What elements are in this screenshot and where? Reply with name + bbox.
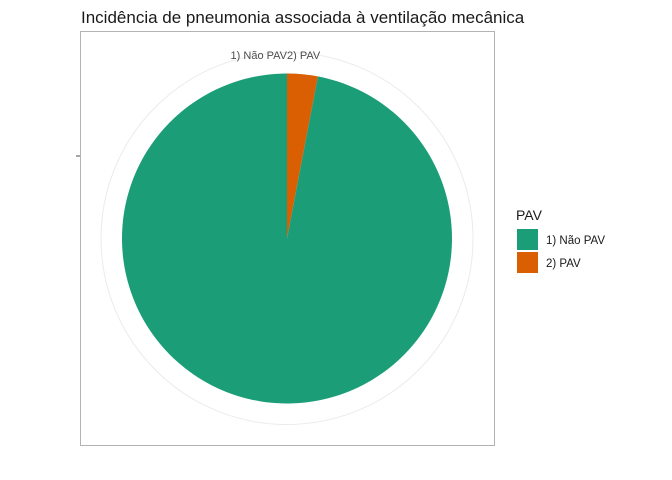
tick-label-nao-pav: 1) Não PAV [231,50,288,62]
pie-slice-pav [287,73,318,239]
pie-slices [121,73,452,404]
legend-label-pav: 2) PAV [546,258,581,270]
chart-title: Incidência de pneumonia associada à vent… [81,8,525,27]
legend: PAV 1) Não PAV 2) PAV [516,207,605,273]
panel-border [80,31,495,446]
polar-grid-circle [100,52,474,425]
tick-label-pav: 2) PAV [287,50,321,62]
legend-title: PAV [516,207,543,223]
legend-key-nao-pav [517,229,538,250]
pie-slice-nao-pav [121,73,452,404]
legend-key-pav [517,252,538,273]
legend-label-nao-pav: 1) Não PAV [546,235,605,247]
angle-tick-labels: 1) Não PAV 2) PAV [231,50,321,62]
